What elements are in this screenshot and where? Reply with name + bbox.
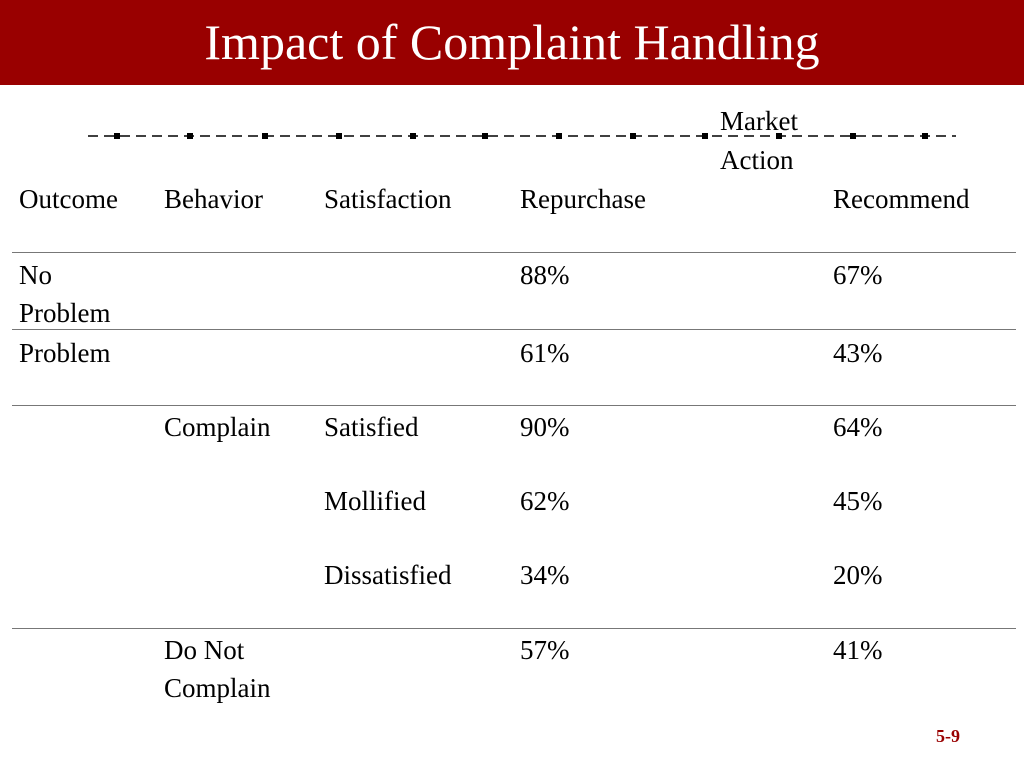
cell-repurchase: 90% (520, 412, 570, 442)
market-action-label-line1: Market (720, 106, 798, 136)
cell-behavior-complain: Complain (164, 412, 271, 442)
cell-outcome-problem: Problem (19, 338, 111, 368)
cell-recommend: 41% (833, 635, 883, 665)
title-bar (0, 0, 1024, 85)
cell-recommend: 67% (833, 260, 883, 290)
header-behavior: Behavior (164, 184, 263, 214)
slide-title: Impact of Complaint Handling (204, 14, 820, 70)
cell-satisfaction-satisfied: Satisfied (324, 412, 419, 442)
cell-outcome-no-problem-line2: Problem (19, 298, 111, 328)
header-outcome: Outcome (19, 184, 118, 214)
market-action-label-line2: Action (720, 145, 794, 175)
cell-recommend: 43% (833, 338, 883, 368)
slide-number: 5-9 (936, 726, 960, 746)
cell-recommend: 64% (833, 412, 883, 442)
cell-outcome-no-problem-line1: No (19, 260, 52, 290)
row-divider (12, 329, 1016, 330)
cell-recommend: 20% (833, 560, 883, 590)
header-repurchase: Repurchase (520, 184, 646, 214)
row-divider (12, 252, 1016, 253)
cell-repurchase: 34% (520, 560, 570, 590)
cell-repurchase: 57% (520, 635, 570, 665)
header-satisfaction: Satisfaction (324, 184, 452, 214)
cell-behavior-do-not-complain-line1: Do Not (164, 635, 245, 665)
cell-satisfaction-dissatisfied: Dissatisfied (324, 560, 452, 590)
cell-repurchase: 88% (520, 260, 570, 290)
cell-repurchase: 62% (520, 486, 570, 516)
cell-satisfaction-mollified: Mollified (324, 486, 426, 516)
row-divider (12, 405, 1016, 406)
cell-recommend: 45% (833, 486, 883, 516)
cell-behavior-do-not-complain-line2: Complain (164, 673, 271, 703)
header-recommend: Recommend (833, 184, 970, 214)
cell-repurchase: 61% (520, 338, 570, 368)
row-divider (12, 628, 1016, 629)
dashed-divider-line (88, 133, 956, 139)
